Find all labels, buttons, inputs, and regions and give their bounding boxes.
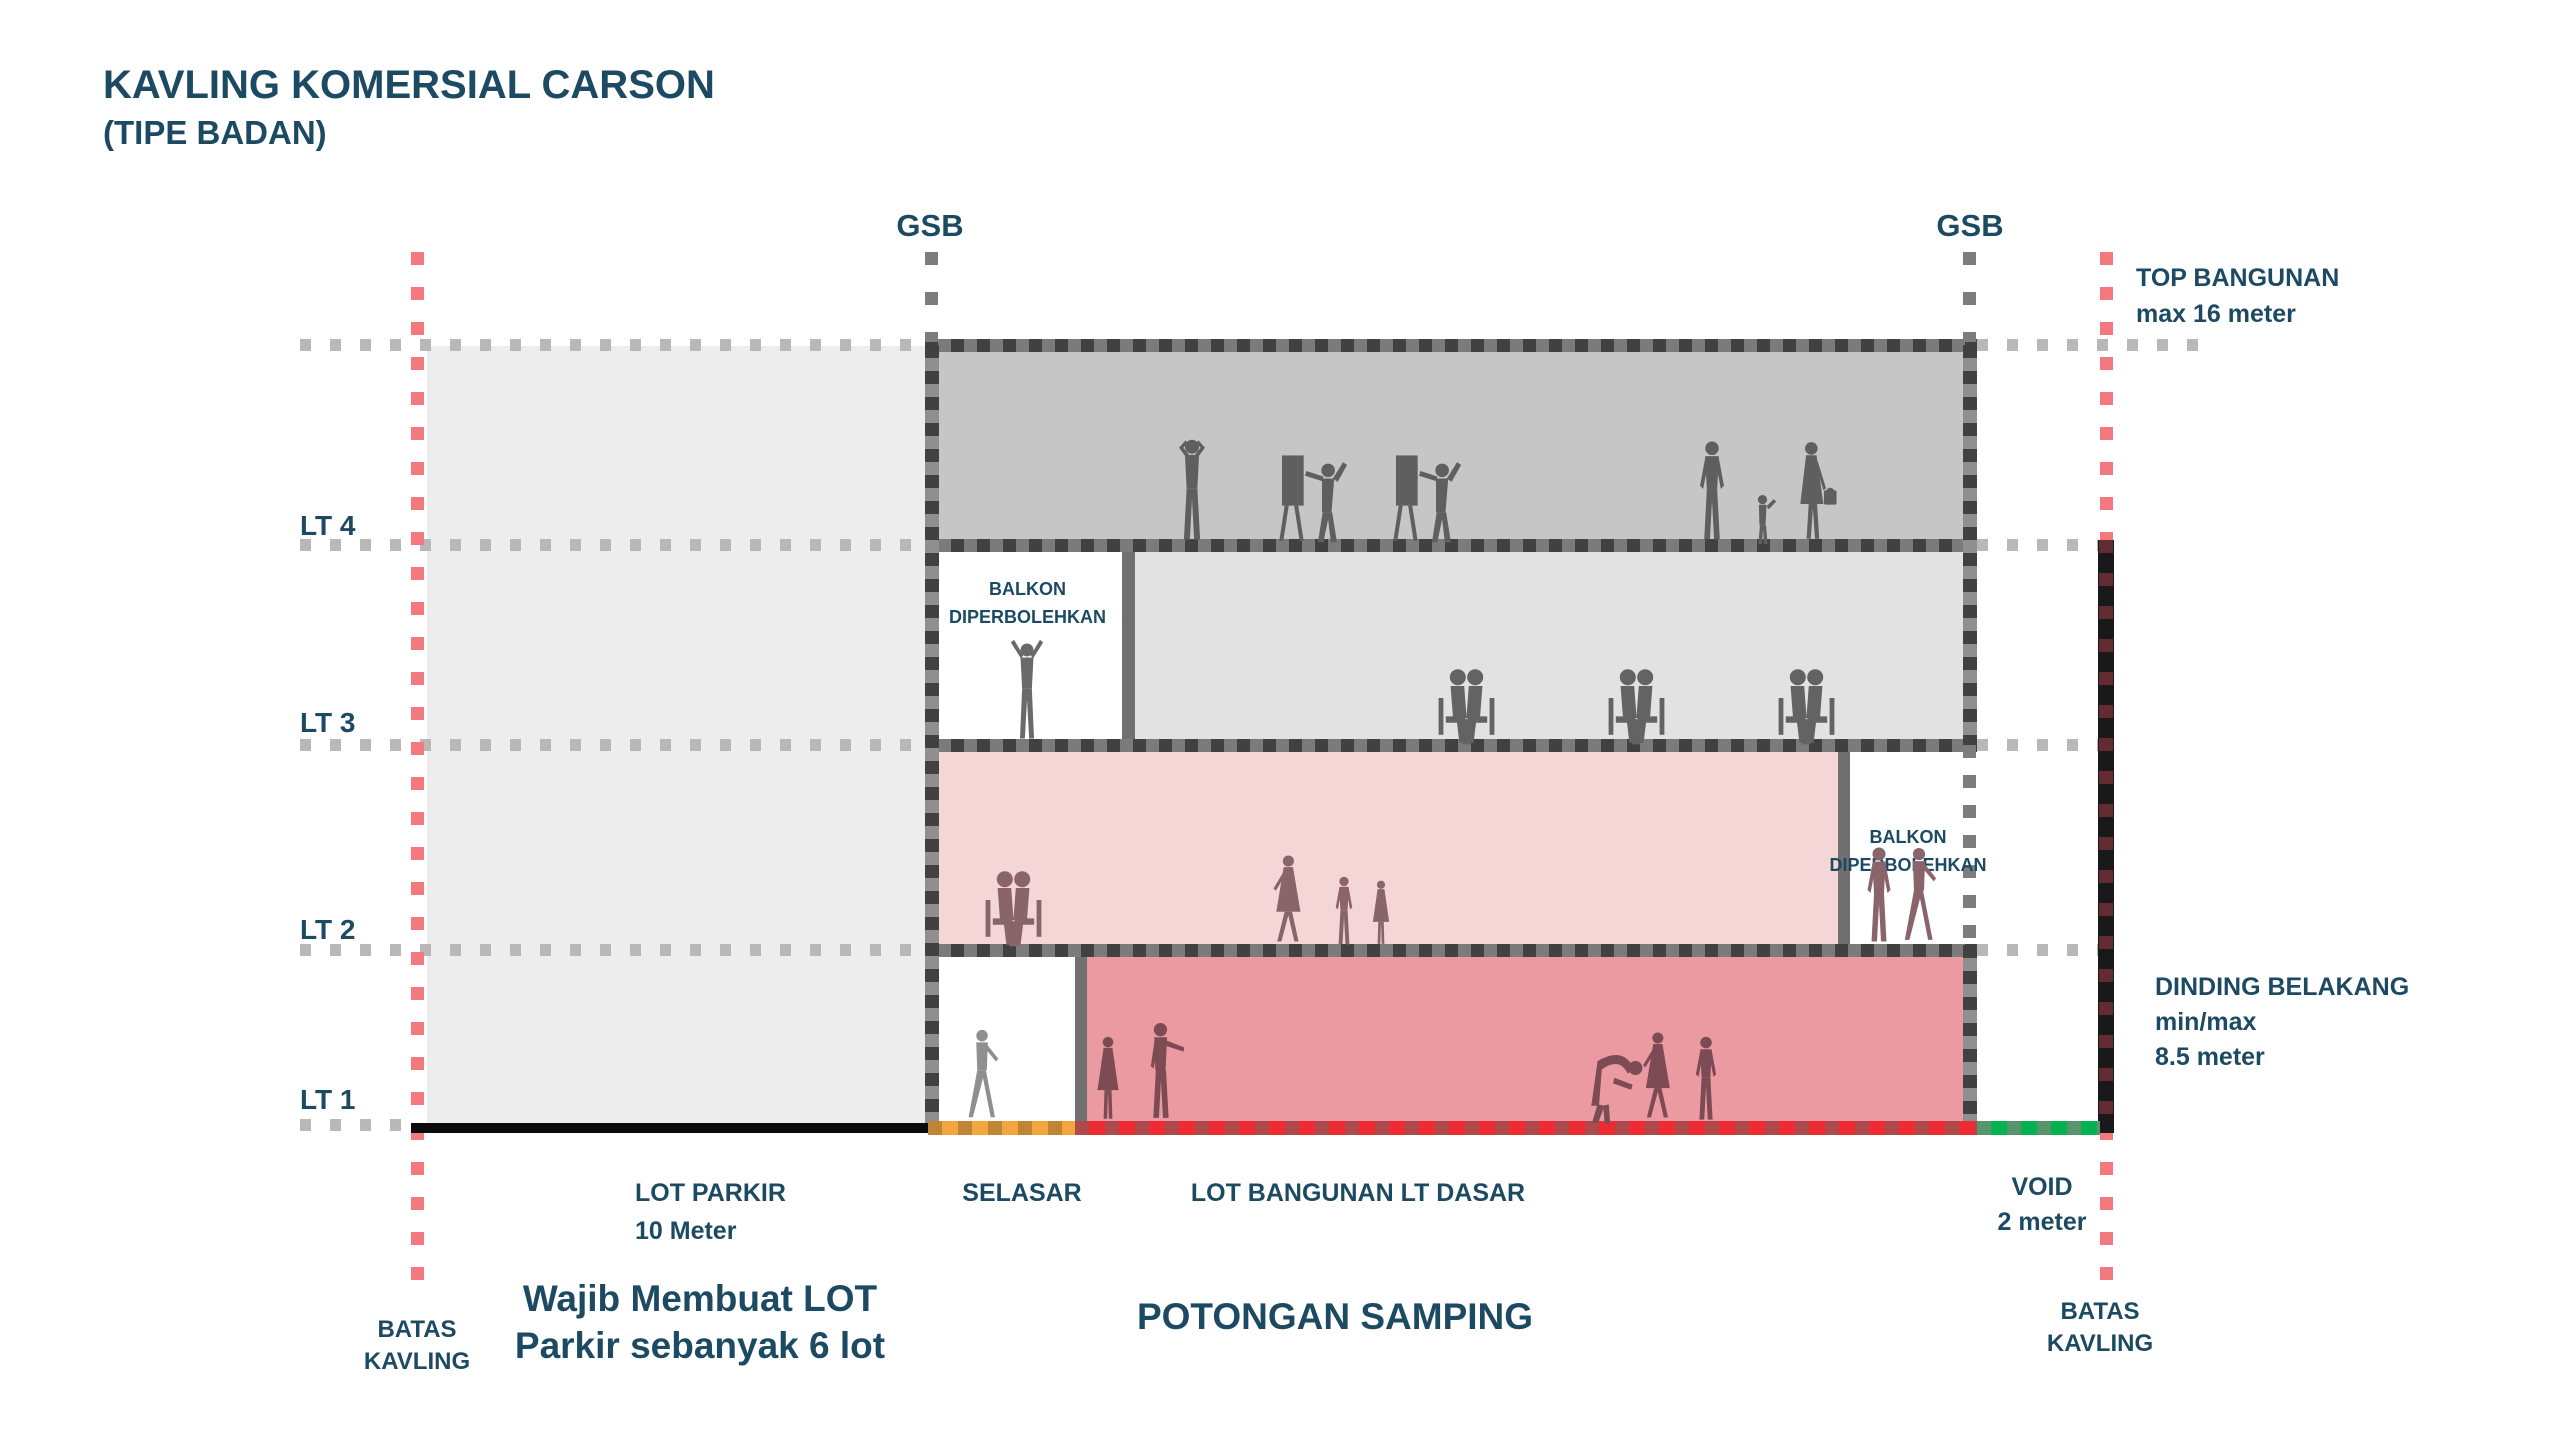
person-with-bag-icon [1786,440,1844,545]
building-lt3-floor-line [925,739,1977,752]
person-pointing-icon [1138,1022,1189,1124]
lt3-line-left [300,739,925,751]
void-label-line1: VOID [2011,1173,2073,1201]
child-reaching-icon [1748,494,1779,545]
balkon-lt2-label-line1: BALKON [1869,827,1947,847]
lot-parkir-label-line1: LOT PARKIR [635,1179,786,1207]
lt3-line-right [1977,739,2098,751]
lot-parkir-label-line2: 10 Meter [635,1217,737,1245]
page-title: KAVLING KOMERSIAL CARSON [103,63,715,107]
ground-line-black [411,1123,930,1133]
parkir-note-line2: Parkir sebanyak 6 lot [514,1325,886,1366]
person-standing-icon [1326,876,1362,948]
gsb-line-right [1963,252,1976,342]
top-bangunan-label-line2: max 16 meter [2136,300,2296,328]
gsb-label-left: GSB [896,208,964,243]
building-lt2-floor-line [925,944,1977,957]
woman-walking-icon [1262,855,1311,948]
lt4-line-right [1977,539,2098,551]
floor-label-lt4: LT 4 [300,510,356,541]
balkon-lt2-label-line2: DIPERBOLEHKAN [1829,855,1987,875]
building-lt4-floor-line [925,539,1977,552]
floor-label-lt3: LT 3 [300,707,356,738]
lot-bangunan-label: LOT BANGUNAN LT DASAR [1190,1179,1526,1207]
void-label-line2: 2 meter [1997,1208,2087,1236]
batas-kavling-right-label-line1: BATAS [2060,1298,2140,1325]
floor-lt4 [930,345,1970,545]
painter-easel-icon [1268,450,1357,545]
dinding-label-line3: 8.5 meter [2155,1043,2265,1071]
person-standing-icon [1684,1036,1728,1124]
person-walking-icon [958,1028,1008,1124]
building-right-edge-balkon [1963,745,1976,945]
lt2-line-right [1977,944,2098,956]
person-arms-up-icon [1000,637,1054,745]
back-wall-tint [2099,540,2113,1133]
painter-easel-icon [1382,450,1471,545]
lt4-line-left [300,539,925,551]
person-seated-icon [1788,666,1868,746]
top-limit-line-right [1977,339,2210,351]
woman-walking-icon [1632,1032,1680,1124]
batas-kavling-right-label-line2: KAVLING [2046,1330,2154,1357]
section-caption: POTONGAN SAMPING [1136,1296,1534,1337]
building-left-edge [925,345,939,1125]
lt1-line-left [300,1119,411,1131]
person-seated-icon [995,868,1075,948]
person-seated-icon [1448,666,1528,746]
top-limit-line-left [300,339,925,351]
parkir-note-line1: Wajib Membuat LOT [522,1278,878,1319]
batas-kavling-left-label-line2: KAVLING [363,1348,471,1375]
floor-label-lt2: LT 2 [300,914,356,945]
balkon-lt2-wall [1838,752,1850,950]
person-standing-icon [1686,440,1738,545]
balkon-lt3-label-line1: BALKON [989,579,1066,599]
gsb-label-right: GSB [1936,208,2004,243]
lt2-line-left [300,944,925,956]
balkon-lt3-label-line2: DIPERBOLEHKAN [948,607,1106,627]
selasar-label: SELASAR [962,1179,1082,1207]
person-hands-on-head-icon [1165,437,1219,545]
dinding-label-line1: DINDING BELAKANG [2155,973,2410,1001]
woman-standing-icon [1086,1036,1130,1124]
floor-label-lt1: LT 1 [300,1084,356,1115]
lot-dasar-band-red [1075,1121,1977,1135]
person-walking-icon [1894,846,1946,947]
building-right-edge-upper [1963,345,1977,745]
person-seated-icon [1618,666,1698,746]
parking-zone [427,346,925,1125]
balkon-lt3-wall [1122,552,1135,745]
batas-kavling-left-label-line1: BATAS [377,1316,457,1343]
woman-standing-icon [1364,880,1398,948]
selasar-wall [1075,956,1087,1125]
gsb-line-left [925,252,938,342]
batas-kavling-line-left [411,252,424,1295]
void-band-green [1977,1121,2100,1135]
selasar-band-orange [928,1121,1075,1135]
floor-lt1 [1087,950,1970,1125]
page-subtitle: (TIPE BADAN) [103,114,327,151]
building-roof-line [925,339,1977,352]
building-right-edge-lower [1963,945,1977,1125]
dinding-label-line2: min/max [2155,1008,2257,1036]
top-bangunan-label-line1: TOP BANGUNAN [2136,264,2340,292]
